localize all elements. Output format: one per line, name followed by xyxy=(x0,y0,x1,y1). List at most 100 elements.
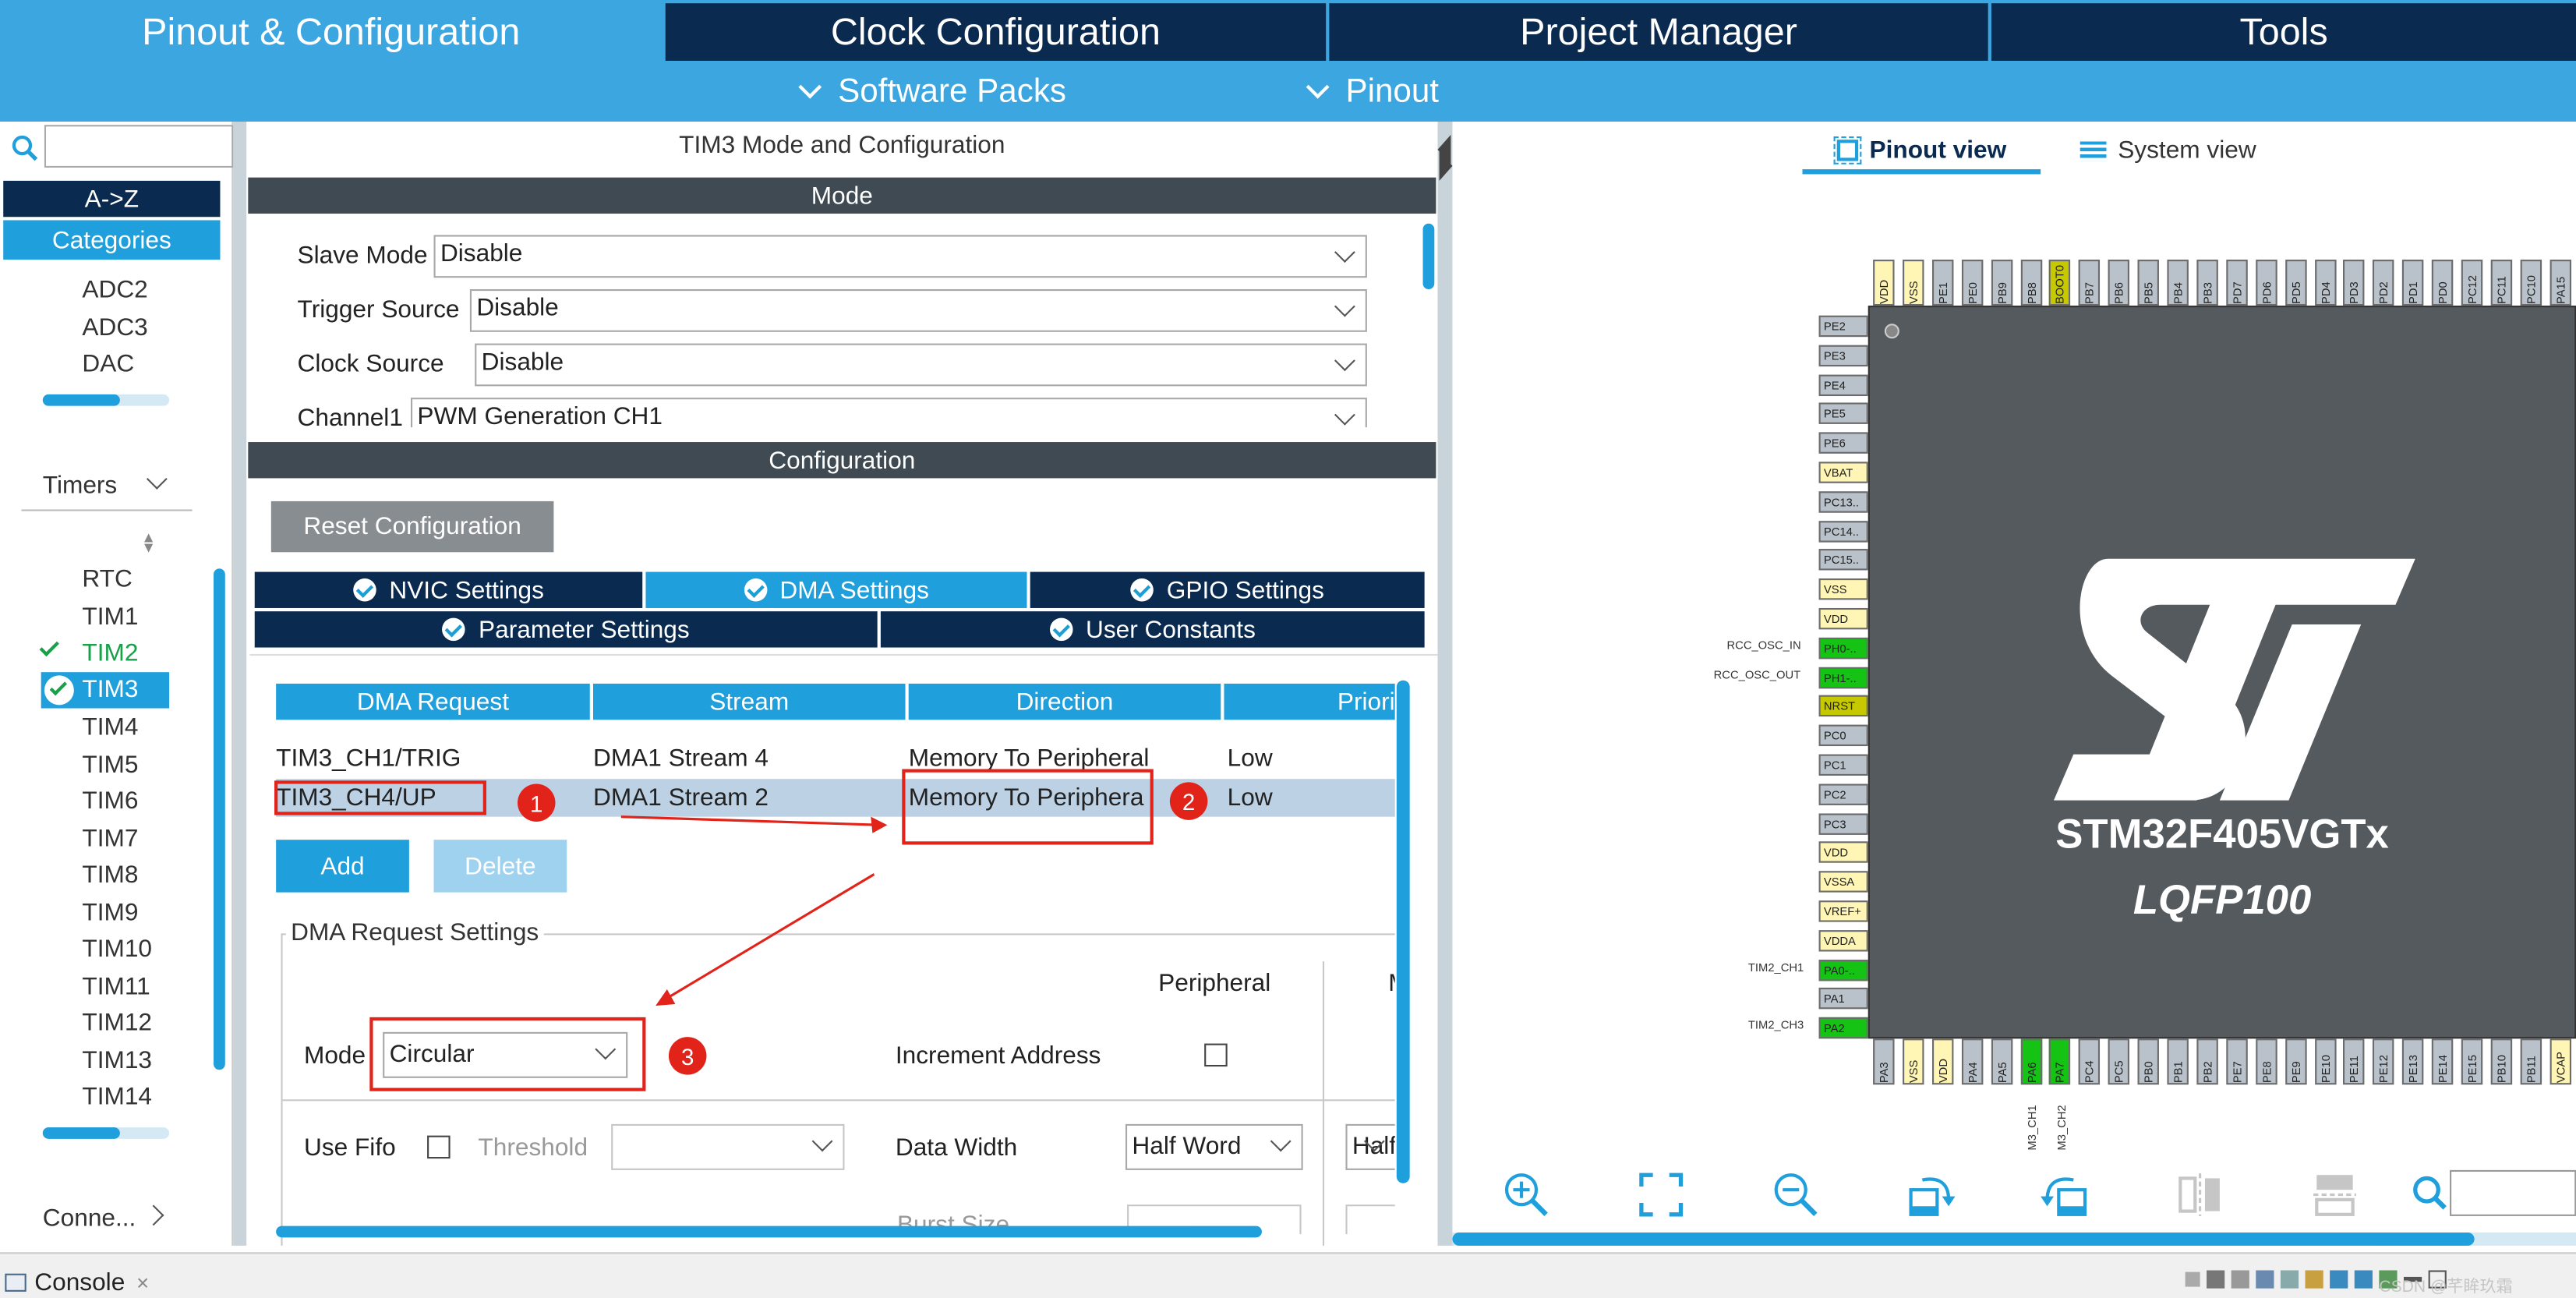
search-icon[interactable] xyxy=(12,135,38,161)
console-tab[interactable]: Console × xyxy=(5,1265,149,1298)
close-icon[interactable]: × xyxy=(136,1269,150,1295)
pin-left[interactable]: PC0 xyxy=(1818,725,1868,747)
pin-bottom[interactable]: PE14 xyxy=(2432,1038,2454,1085)
pin-top[interactable]: PD6 xyxy=(2255,260,2277,306)
pin-bottom[interactable]: PE9 xyxy=(2284,1038,2306,1085)
pin-left[interactable]: PH1-.. xyxy=(1818,666,1868,688)
burst-size-select[interactable] xyxy=(1127,1204,1302,1235)
pinout-menu[interactable]: Pinout xyxy=(1306,65,1439,118)
pinout-view-tab[interactable]: Pinout view xyxy=(1802,132,2041,175)
dma-mode-select[interactable]: Circular xyxy=(383,1031,628,1078)
pin-bottom[interactable]: PE10 xyxy=(2314,1038,2336,1085)
memory-data-width-select[interactable]: Half xyxy=(1345,1123,1395,1170)
connectivity-category[interactable]: Conne... xyxy=(42,1204,136,1233)
pin-left[interactable]: VBAT xyxy=(1818,462,1868,483)
pin-left[interactable]: PE6 xyxy=(1818,432,1868,454)
delete-button[interactable]: Delete xyxy=(433,840,567,893)
tab-project-manager[interactable]: Project Manager xyxy=(1329,3,1988,61)
list-item[interactable]: TIM8 xyxy=(82,861,139,890)
column-header[interactable]: Priori xyxy=(1224,683,1395,720)
word-wrap-icon[interactable] xyxy=(2305,1269,2323,1288)
use-fifo-checkbox[interactable] xyxy=(427,1135,451,1159)
pin-left[interactable]: PE2 xyxy=(1818,315,1868,338)
pin-left[interactable]: PC13.. xyxy=(1818,490,1868,513)
pin-top[interactable]: VSS xyxy=(1902,260,1924,306)
pin-top[interactable]: PD7 xyxy=(2225,260,2248,306)
pin-bottom[interactable]: VSS xyxy=(1902,1038,1924,1085)
pin-top[interactable]: PB9 xyxy=(1991,260,2012,306)
clock-source-select[interactable]: Disable xyxy=(475,343,1367,387)
list-item[interactable]: TIM13 xyxy=(82,1046,153,1075)
pin-top[interactable]: PE0 xyxy=(1961,260,1983,306)
list-item[interactable]: TIM12 xyxy=(82,1009,153,1038)
list-item[interactable]: TIM1 xyxy=(82,603,139,631)
pin-search-input[interactable] xyxy=(2450,1169,2576,1216)
pin-bottom[interactable]: PA3 xyxy=(1873,1038,1895,1085)
pin-left[interactable]: PE5 xyxy=(1818,403,1868,425)
az-sort-button[interactable]: A->Z xyxy=(3,180,221,218)
table-cell[interactable]: Low xyxy=(1227,783,1273,812)
search-icon[interactable] xyxy=(2408,1170,2458,1219)
pin-bottom[interactable]: PA5 xyxy=(1991,1038,2012,1085)
pin-bottom[interactable]: PA6 xyxy=(2019,1038,2042,1085)
table-row-selected[interactable] xyxy=(276,779,1395,817)
horizontal-scrollbar[interactable] xyxy=(276,1225,1262,1238)
list-item[interactable]: TIM6 xyxy=(82,787,139,815)
pin-bottom[interactable]: VDD xyxy=(1931,1038,1953,1085)
pin-left[interactable]: VDD xyxy=(1818,607,1868,630)
channel1-select[interactable]: PWM Generation CH1 xyxy=(411,398,1367,428)
pin-left[interactable]: PE4 xyxy=(1818,373,1868,396)
list-item[interactable]: DAC xyxy=(82,350,135,378)
pin-bottom[interactable]: PB10 xyxy=(2490,1038,2512,1085)
pin-left[interactable]: PA2 xyxy=(1818,1017,1868,1039)
pin-left[interactable]: VDDA xyxy=(1818,929,1868,952)
threshold-select[interactable] xyxy=(611,1123,845,1170)
flip-vertical-icon[interactable] xyxy=(2175,1170,2224,1219)
pin-left[interactable]: PC14.. xyxy=(1818,520,1868,542)
list-item[interactable]: TIM11 xyxy=(82,972,150,1001)
fit-screen-icon[interactable] xyxy=(1637,1170,1686,1219)
pin-top[interactable]: PD3 xyxy=(2343,260,2366,306)
tab-nvic-settings[interactable]: NVIC Settings xyxy=(254,571,643,608)
minimize-icon[interactable] xyxy=(2404,1275,2422,1282)
flip-horizontal-icon[interactable] xyxy=(2310,1170,2359,1219)
pin-bottom[interactable]: PC5 xyxy=(2108,1038,2130,1085)
pin-bottom[interactable]: PE13 xyxy=(2402,1038,2424,1085)
pin-left[interactable]: PC15.. xyxy=(1818,549,1868,571)
column-header[interactable]: Stream xyxy=(592,683,906,720)
list-item[interactable]: TIM10 xyxy=(82,935,153,964)
pin-top[interactable]: PB5 xyxy=(2137,260,2160,306)
open-console-icon[interactable] xyxy=(2379,1269,2398,1288)
burst-size-select[interactable] xyxy=(1345,1204,1395,1235)
vertical-scrollbar[interactable] xyxy=(1396,680,1410,1183)
pin-left[interactable]: VSSA xyxy=(1818,871,1868,893)
list-item[interactable]: TIM4 xyxy=(82,713,139,741)
table-cell[interactable]: DMA1 Stream 4 xyxy=(592,744,769,773)
reset-configuration-button[interactable]: Reset Configuration xyxy=(270,500,554,553)
pin-left[interactable]: NRST xyxy=(1818,695,1868,717)
pin-bottom[interactable]: PB0 xyxy=(2137,1038,2160,1085)
peripheral-increment-checkbox[interactable] xyxy=(1204,1043,1228,1067)
list-item[interactable]: RTC xyxy=(82,565,133,593)
tab-gpio-settings[interactable]: GPIO Settings xyxy=(1030,571,1425,608)
pin-bottom[interactable]: PE11 xyxy=(2343,1038,2366,1085)
pin-left[interactable]: PA1 xyxy=(1818,988,1868,1010)
tab-user-constants[interactable]: User Constants xyxy=(880,611,1425,648)
list-item[interactable]: TIM9 xyxy=(82,899,139,927)
zoom-in-icon[interactable] xyxy=(1502,1170,1551,1219)
pin-bottom[interactable]: PA7 xyxy=(2049,1038,2071,1085)
pin-top[interactable]: PB8 xyxy=(2019,260,2042,306)
column-header[interactable]: DMA Request xyxy=(276,683,590,720)
timers-category[interactable]: Timers xyxy=(42,471,118,500)
collapse-right-icon[interactable] xyxy=(1439,150,1453,181)
trigger-source-select[interactable]: Disable xyxy=(469,289,1367,332)
column-header[interactable]: Direction xyxy=(908,683,1221,720)
pin-icon[interactable] xyxy=(2330,1269,2348,1288)
pin-top[interactable]: PD2 xyxy=(2373,260,2394,306)
remove-all-icon[interactable] xyxy=(2231,1269,2249,1288)
pin-bottom[interactable]: PC4 xyxy=(2079,1038,2101,1085)
pin-left[interactable]: PE3 xyxy=(1818,345,1868,366)
pin-top[interactable]: PE1 xyxy=(1931,260,1953,306)
panel-splitter[interactable] xyxy=(233,121,247,1246)
pin-top[interactable]: PD5 xyxy=(2284,260,2306,306)
